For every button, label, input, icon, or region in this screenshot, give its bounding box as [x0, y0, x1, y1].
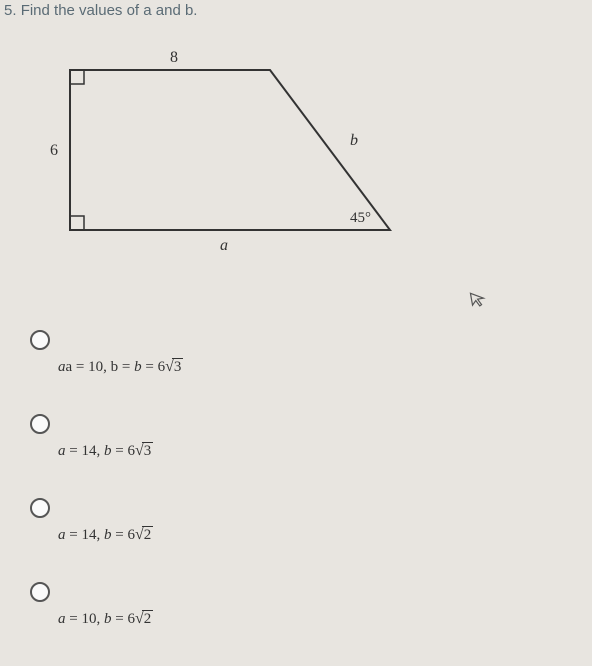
radio-icon[interactable]	[30, 414, 50, 434]
question-number: 5.	[4, 2, 17, 19]
option-4-text: a = 10, b = 6√2	[58, 610, 153, 628]
option-2-text: a = 14, b = 6√3	[58, 442, 153, 460]
svg-text:8: 8	[170, 50, 178, 66]
question-prompt: 5. Find the values of a and b.	[0, 0, 201, 21]
option-2[interactable]: a = 14, b = 6√3	[30, 414, 183, 460]
option-1-text: aa = 10, b = b = 6√3	[58, 358, 183, 376]
radio-icon[interactable]	[30, 330, 50, 350]
trapezoid-shape	[70, 70, 390, 230]
option-3[interactable]: a = 14, b = 6√2	[30, 498, 183, 544]
svg-text:6: 6	[50, 142, 58, 159]
svg-text:b: b	[350, 132, 358, 149]
option-4[interactable]: a = 10, b = 6√2	[30, 582, 183, 628]
geometry-diagram: 8 6 b a 45°	[20, 50, 420, 270]
option-3-text: a = 14, b = 6√2	[58, 526, 153, 544]
answer-options: aa = 10, b = b = 6√3 a = 14, b = 6√3 a =…	[30, 330, 183, 666]
svg-text:45°: 45°	[350, 210, 371, 226]
option-1[interactable]: aa = 10, b = b = 6√3	[30, 330, 183, 376]
svg-text:a: a	[220, 237, 228, 254]
cursor-icon	[468, 289, 490, 315]
radio-icon[interactable]	[30, 498, 50, 518]
radio-icon[interactable]	[30, 582, 50, 602]
question-body: Find the values of a and b.	[21, 2, 198, 19]
trapezoid-svg: 8 6 b a 45°	[20, 50, 420, 270]
